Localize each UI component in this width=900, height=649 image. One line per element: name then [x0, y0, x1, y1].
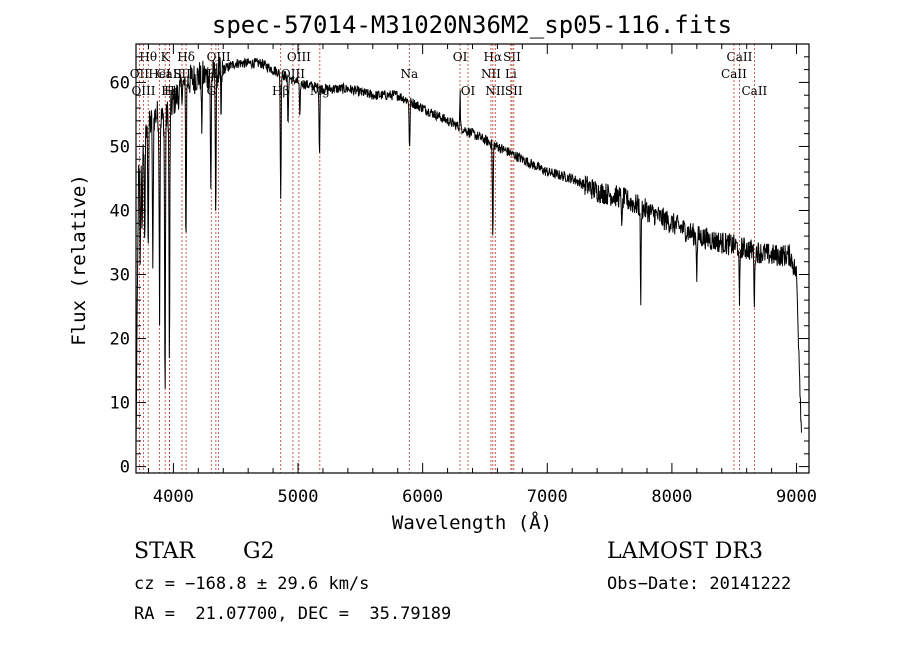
x-tick-label: 7000	[527, 487, 568, 507]
line-marker-label: NII	[485, 84, 505, 98]
x-tick-label: 6000	[402, 487, 443, 507]
line-marker-label: OII	[130, 67, 150, 81]
y-tick-label: 10	[110, 394, 130, 414]
line-marker-label: H	[164, 84, 174, 98]
line-marker-label: OI	[453, 50, 468, 64]
line-marker-label: CaII	[156, 67, 182, 81]
line-marker-label: Hθ	[139, 50, 157, 64]
object-class: STAR	[134, 539, 195, 564]
x-tick-label: 9000	[776, 487, 817, 507]
x-axis-label: Wavelength (Å)	[392, 511, 552, 534]
line-marker-label: OIII	[287, 50, 311, 64]
y-axis-label: Flux (relative)	[68, 174, 90, 346]
line-marker-label: Li	[505, 67, 517, 81]
line-marker-label: SII	[173, 67, 191, 81]
line-marker-label: Hδ	[177, 50, 195, 64]
line-marker-label: CaII	[727, 50, 753, 64]
y-axis-ticks: 0 10 20 30 40 50 60	[110, 56, 809, 478]
line-marker-label: Hα	[484, 50, 503, 64]
y-tick-label: 30	[110, 266, 130, 286]
y-tick-label: 50	[110, 137, 130, 157]
line-marker-label: CaII	[741, 84, 767, 98]
line-marker-label: SII	[503, 50, 521, 64]
x-tick-label: 4000	[153, 487, 194, 507]
y-tick-label: 20	[110, 330, 130, 350]
line-marker-label: Hβ	[272, 84, 289, 98]
coordinates: RA = 21.07700, DEC = 35.79189	[134, 604, 452, 624]
line-marker-label: Hε	[161, 84, 178, 98]
redshift-velocity: cz = −168.8 ± 29.6 km/s	[134, 574, 370, 594]
line-marker-label: NII	[481, 67, 501, 81]
y-tick-label: 60	[110, 73, 130, 93]
chart-title: spec-57014-M31020N36M2_sp05-116.fits	[212, 11, 732, 39]
object-subclass: G2	[243, 539, 275, 564]
x-axis-ticks: 4000 5000 6000 7000 8000 9000	[147, 44, 817, 507]
y-tick-label: 0	[120, 458, 130, 478]
x-tick-label: 8000	[651, 487, 692, 507]
line-marker-label: CaII	[721, 67, 747, 81]
line-marker-label: OI	[461, 84, 476, 98]
line-marker-label: K	[161, 50, 171, 64]
observation-date: Obs−Date: 20141222	[607, 574, 792, 594]
line-marker-label: OIII	[131, 84, 155, 98]
spectrum-curve	[135, 56, 802, 443]
line-marker-label: SII	[505, 84, 523, 98]
y-tick-label: 40	[110, 201, 130, 221]
survey-name: LAMOST DR3	[607, 539, 763, 564]
line-marker-label: Na	[400, 67, 418, 81]
x-tick-label: 5000	[278, 487, 319, 507]
plot-frame	[135, 43, 810, 474]
